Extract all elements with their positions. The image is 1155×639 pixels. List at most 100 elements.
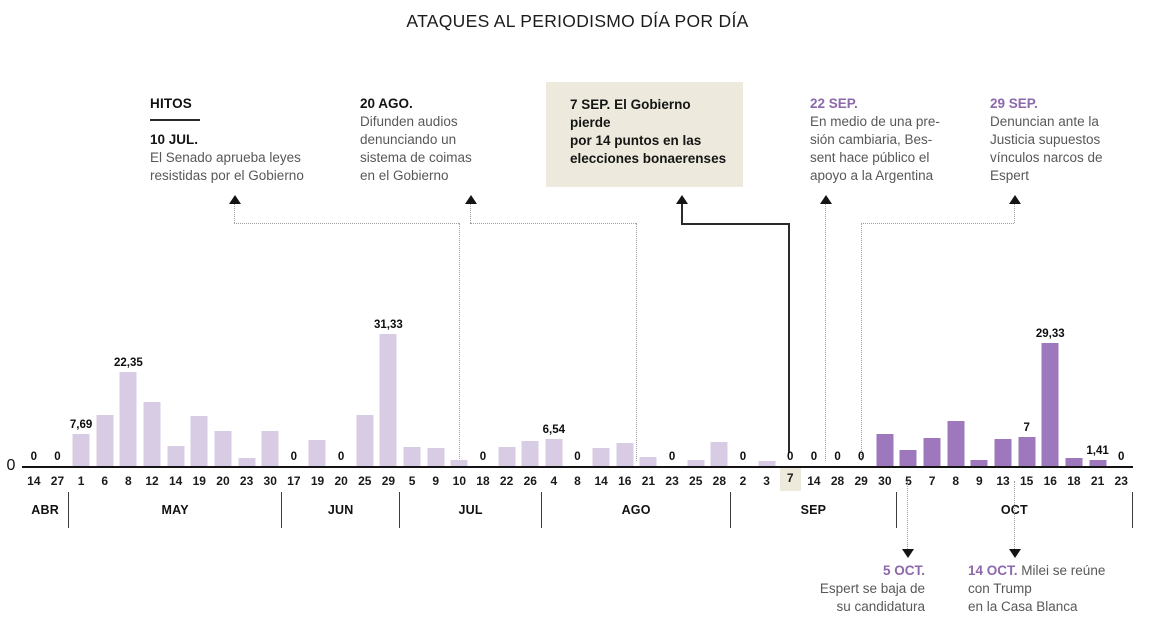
bar-value-label: 7,69 xyxy=(69,419,93,431)
milestone-line: Espert se baja de xyxy=(819,581,925,596)
connector-20ago-h xyxy=(470,223,636,224)
tick-cell: 19 xyxy=(187,466,211,492)
tick-label: 29 xyxy=(381,474,396,488)
bar-column: 31,33 xyxy=(374,319,403,466)
bar-column: 0 xyxy=(731,326,755,466)
tick-label: 10 xyxy=(452,474,466,488)
bar-column xyxy=(424,326,448,466)
bar xyxy=(947,421,965,466)
milestone-line: Espert xyxy=(990,168,1030,183)
bar-column: 0 xyxy=(660,326,684,466)
tick-cell: 8 xyxy=(117,466,141,492)
bar-columns: 6,54 0 0 xyxy=(542,326,731,466)
bar xyxy=(427,448,445,466)
tick-cell: 29 xyxy=(849,466,873,492)
bar xyxy=(379,334,397,466)
bar-column: 0 xyxy=(46,326,70,466)
connector-7sep-h xyxy=(681,223,790,225)
tick-label: 19 xyxy=(310,474,325,488)
bar xyxy=(119,372,137,466)
milestone-line: sistema de coimas xyxy=(360,150,472,165)
tick-label: 17 xyxy=(287,474,301,488)
bar-column: 0 xyxy=(471,326,495,466)
tick-cell: 13 xyxy=(991,466,1015,492)
tick-row: 14 27 xyxy=(22,466,69,492)
bar xyxy=(970,460,988,466)
milestone-line: apoyo a la Argentina xyxy=(810,168,934,183)
tick-label: 25 xyxy=(358,474,372,488)
tick-row: 5 7 8 9 13 15 16 18 21 23 xyxy=(897,466,1133,492)
bar-column: 1,41 xyxy=(1086,326,1110,466)
tick-label: 27 xyxy=(50,474,65,488)
bar-value-label: 6,54 xyxy=(542,424,566,436)
bar-column: 0 xyxy=(22,326,46,466)
tick-label: 19 xyxy=(192,474,206,488)
hitos-underline xyxy=(150,119,200,121)
bar-value-label: 22,35 xyxy=(113,357,143,369)
tick-cell: 14 xyxy=(164,466,188,492)
tick-cell: 23 xyxy=(660,466,684,492)
tick-cell: 21 xyxy=(637,466,661,492)
tick-label: 18 xyxy=(476,474,490,488)
bar-value-label: 0 xyxy=(479,451,487,463)
bar-column xyxy=(235,326,259,466)
month-label-row: MAY xyxy=(69,492,283,528)
bar-columns: 7,69 22,35 xyxy=(69,326,282,466)
tick-label: 13 xyxy=(996,474,1010,488)
tick-cell: 30 xyxy=(258,466,282,492)
connector-20ago-v2 xyxy=(636,223,637,461)
bar-column xyxy=(897,326,921,466)
bar-value-label: 29,33 xyxy=(1035,328,1065,340)
tick-label: 12 xyxy=(145,474,159,488)
bar xyxy=(167,446,185,466)
tick-label: 5 xyxy=(408,474,416,488)
tick-cell: 7 xyxy=(920,466,944,492)
tick-cell: 18 xyxy=(1062,466,1086,492)
tick-cell: 3 xyxy=(755,466,779,492)
x-axis-line xyxy=(22,466,1133,468)
tick-label: 7 xyxy=(928,474,936,488)
tick-label: 6 xyxy=(101,474,109,488)
bar-column: 0 xyxy=(778,326,802,466)
tick-label: 3 xyxy=(763,474,770,488)
bar xyxy=(261,431,279,466)
bar-column xyxy=(589,326,613,466)
bar xyxy=(72,434,90,466)
bar-column xyxy=(755,326,779,466)
bar xyxy=(403,447,421,466)
tick-cell: 8 xyxy=(566,466,590,492)
milestone-date: 22 SEP. xyxy=(810,96,858,111)
bar-column xyxy=(495,326,519,466)
milestone-7sep-box: 7 SEP. El Gobierno pierde por 14 puntos … xyxy=(546,82,743,187)
milestone-line: sión cambiaria, Bes- xyxy=(810,132,933,147)
chart-title: ATAQUES AL PERIODISMO DÍA POR DÍA xyxy=(406,11,749,31)
bar-column xyxy=(93,326,117,466)
connector-5oct-v xyxy=(907,481,908,549)
bar xyxy=(1065,458,1083,466)
month-group-ago: 6,54 0 0 4 8 14 16 21 23 25 28 AGO xyxy=(542,326,732,528)
tick-cell: 15 xyxy=(1015,466,1039,492)
tick-row: 17 19 20 25 29 xyxy=(282,466,400,492)
month-label: JUN xyxy=(327,503,354,517)
tick-label: 16 xyxy=(1043,474,1057,488)
tick-label: 8 xyxy=(125,474,132,488)
milestones-header: HITOS xyxy=(150,96,193,111)
tick-label: 8 xyxy=(574,474,581,488)
bar-column xyxy=(187,326,211,466)
tick-cell: 18 xyxy=(471,466,495,492)
bar xyxy=(498,447,516,466)
month-group-oct: 7 29,33 1,41 0 5 7 8 9 13 15 16 18 21 23 OCT xyxy=(897,326,1134,528)
connector-22sep-v xyxy=(825,204,826,461)
arrow-up-icon xyxy=(1009,195,1021,204)
arrow-up-icon xyxy=(229,195,241,204)
bar-column: 0 xyxy=(329,326,353,466)
bar xyxy=(923,438,941,466)
milestone-date: 20 AGO. xyxy=(360,96,413,111)
tick-label: 15 xyxy=(1019,474,1034,488)
bar xyxy=(639,457,657,466)
bar-value-label: 7 xyxy=(1023,422,1030,434)
month-group-abr: 0 0 14 27 ABR xyxy=(22,326,70,528)
milestone-line: denunciando un xyxy=(360,132,457,147)
bar-column xyxy=(613,326,637,466)
